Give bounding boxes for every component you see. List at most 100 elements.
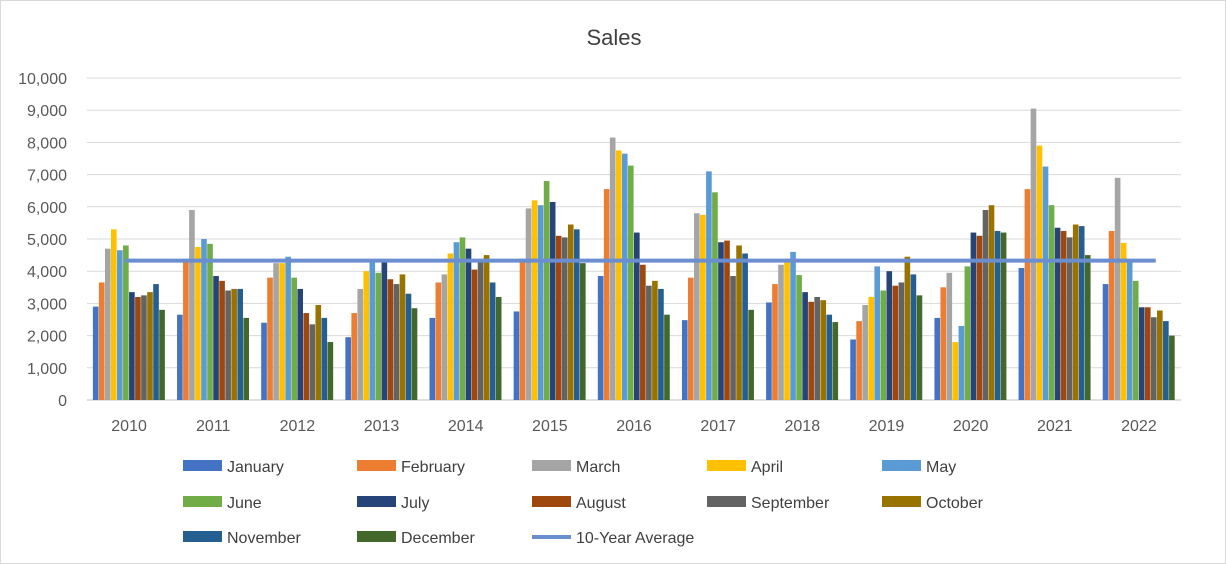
bar [477, 259, 484, 400]
legend-label: May [926, 459, 956, 476]
legend-label: November [227, 530, 301, 547]
bar [784, 261, 790, 400]
bar [736, 245, 742, 400]
bar [1120, 242, 1127, 400]
bar [153, 284, 159, 400]
legend-swatch [532, 460, 571, 471]
x-tick-label: 2020 [953, 418, 989, 435]
legend-label: August [576, 495, 626, 512]
bar [261, 322, 267, 400]
bar [1072, 224, 1079, 400]
bar [231, 288, 237, 400]
legend-swatch [882, 460, 921, 471]
bar [495, 296, 502, 400]
legend-label: April [751, 459, 783, 476]
series-january [92, 267, 1109, 400]
bar [778, 264, 784, 400]
bar [970, 232, 977, 400]
x-tick-label: 2018 [785, 418, 821, 435]
legend-label: September [751, 495, 830, 512]
series-december [159, 232, 1175, 400]
bar [664, 314, 670, 400]
legend-item: 10-Year Average [532, 530, 694, 547]
bar [1042, 166, 1049, 400]
bar [297, 288, 304, 400]
bar [1144, 307, 1151, 400]
bar [303, 313, 310, 400]
legend-swatch [183, 460, 222, 471]
bar [405, 293, 412, 400]
legend-swatch [882, 496, 921, 507]
bar [207, 243, 213, 400]
x-tick-label: 2015 [532, 418, 568, 435]
bar [976, 235, 983, 400]
legend-item: November [183, 530, 301, 547]
bar [681, 320, 688, 400]
legend-label: October [926, 495, 984, 512]
bar [387, 279, 394, 400]
series-november [153, 226, 1169, 400]
bar [580, 263, 586, 400]
bar [129, 292, 135, 400]
bar [567, 224, 574, 400]
bar [832, 322, 839, 400]
bar [982, 210, 989, 400]
bar [1108, 230, 1115, 400]
bar [123, 245, 129, 400]
bar [237, 288, 243, 400]
bar [988, 205, 995, 400]
y-tick-label: 1,000 [27, 361, 67, 378]
y-axis-ticks: 0 1,000 2,000 3,000 4,000 5,000 6,000 7,000 8,00… [18, 71, 67, 410]
legend-swatch [183, 496, 222, 507]
legend-swatch [357, 531, 396, 542]
legend-item: July [357, 495, 429, 512]
bar [1157, 310, 1163, 400]
bar [802, 292, 808, 400]
bar [886, 271, 893, 400]
bar [459, 237, 466, 400]
legend-label: December [401, 530, 475, 547]
bar [724, 240, 730, 400]
bar [880, 290, 887, 400]
legend-label: March [576, 459, 620, 476]
bar [1024, 189, 1031, 400]
bar [892, 285, 899, 400]
series-july [129, 201, 1145, 400]
bar [273, 263, 279, 400]
legend-swatch [357, 460, 396, 471]
legend-swatch [707, 460, 746, 471]
bar [1054, 227, 1061, 400]
bar [1030, 108, 1037, 400]
bar [447, 253, 454, 400]
bar [195, 247, 201, 400]
bar [964, 266, 971, 400]
bar [471, 269, 478, 400]
bar [309, 324, 316, 400]
bar [483, 255, 490, 400]
legend-swatch [532, 496, 571, 507]
bar [958, 325, 965, 400]
y-tick-label: 3,000 [27, 296, 67, 313]
bar [712, 192, 718, 400]
bar [1036, 145, 1043, 400]
bar [934, 317, 941, 400]
x-tick-label: 2014 [448, 418, 484, 435]
bar [98, 282, 105, 400]
y-tick-label: 4,000 [27, 264, 67, 281]
series-june [123, 165, 1139, 400]
legend-item: April [707, 459, 783, 476]
bar [1114, 177, 1121, 400]
bar [555, 235, 562, 400]
bar [267, 277, 273, 400]
legend-item: May [882, 459, 956, 476]
legend-item: February [357, 459, 465, 476]
bar [597, 276, 604, 400]
legend-label: 10-Year Average [576, 530, 694, 547]
bar [1138, 307, 1145, 400]
bar [1132, 280, 1139, 400]
x-tick-label: 2019 [869, 418, 905, 435]
bar [219, 280, 225, 400]
bar [519, 261, 526, 400]
bar [1102, 284, 1109, 400]
